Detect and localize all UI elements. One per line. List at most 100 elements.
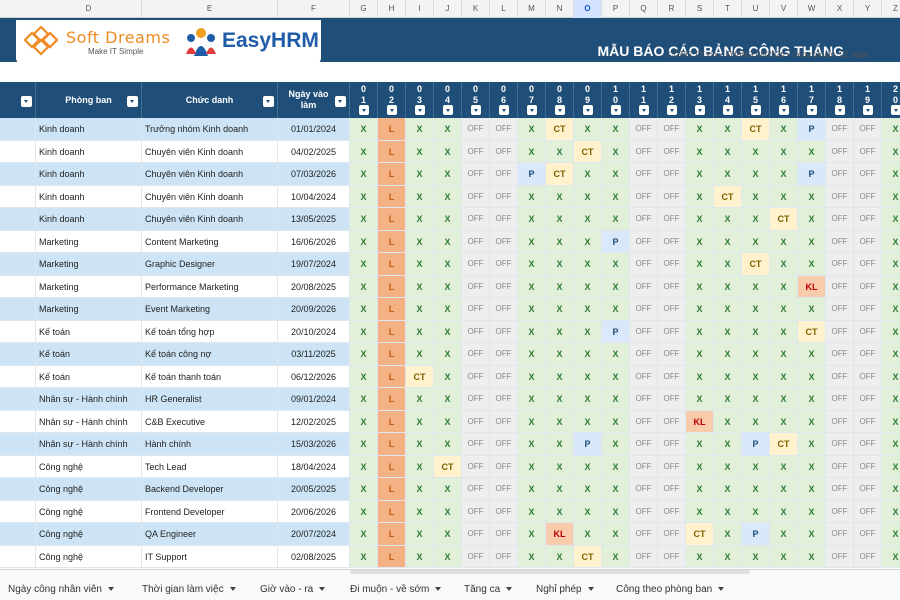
attendance-mark-cell[interactable]: X bbox=[770, 388, 798, 411]
attendance-mark-cell[interactable]: OFF bbox=[854, 388, 882, 411]
attendance-mark-cell[interactable]: OFF bbox=[490, 343, 518, 366]
column-letter[interactable]: Z bbox=[882, 0, 900, 18]
position-cell[interactable]: Tech Lead bbox=[142, 455, 278, 478]
attendance-mark-cell[interactable]: OFF bbox=[658, 365, 686, 388]
sheet-tab[interactable]: Nghỉ phép bbox=[536, 584, 594, 595]
attendance-mark-cell[interactable]: OFF bbox=[490, 365, 518, 388]
attendance-mark-cell[interactable]: OFF bbox=[462, 545, 490, 568]
attendance-mark-cell[interactable]: X bbox=[546, 500, 574, 523]
attendance-mark-cell[interactable]: CT bbox=[770, 433, 798, 456]
attendance-mark-cell[interactable]: X bbox=[882, 140, 900, 163]
attendance-mark-cell[interactable]: X bbox=[546, 433, 574, 456]
column-letter[interactable]: K bbox=[462, 0, 490, 18]
attendance-mark-cell[interactable]: X bbox=[602, 455, 630, 478]
attendance-mark-cell[interactable]: OFF bbox=[826, 433, 854, 456]
attendance-mark-cell[interactable]: OFF bbox=[630, 365, 658, 388]
attendance-mark-cell[interactable]: X bbox=[546, 388, 574, 411]
attendance-mark-cell[interactable]: X bbox=[434, 410, 462, 433]
attendance-mark-cell[interactable]: X bbox=[686, 163, 714, 186]
attendance-mark-cell[interactable]: OFF bbox=[630, 185, 658, 208]
attendance-mark-cell[interactable]: X bbox=[546, 478, 574, 501]
attendance-mark-cell[interactable]: KL bbox=[546, 523, 574, 546]
attendance-mark-cell[interactable]: X bbox=[434, 365, 462, 388]
attendance-mark-cell[interactable]: CT bbox=[714, 185, 742, 208]
attendance-mark-cell[interactable]: X bbox=[602, 163, 630, 186]
attendance-mark-cell[interactable]: X bbox=[770, 118, 798, 141]
sheet-tab[interactable]: Giờ vào - ra bbox=[260, 584, 326, 595]
column-letter[interactable]: H bbox=[378, 0, 406, 18]
attendance-mark-cell[interactable]: X bbox=[686, 253, 714, 276]
attendance-mark-cell[interactable]: X bbox=[742, 478, 770, 501]
filter-dropdown-icon[interactable] bbox=[779, 105, 789, 115]
attendance-mark-cell[interactable]: OFF bbox=[630, 140, 658, 163]
attendance-mark-cell[interactable]: OFF bbox=[826, 545, 854, 568]
attendance-mark-cell[interactable]: X bbox=[770, 253, 798, 276]
attendance-mark-cell[interactable]: X bbox=[714, 545, 742, 568]
start-date-cell[interactable]: 13/05/2025 bbox=[278, 208, 350, 231]
attendance-mark-cell[interactable]: X bbox=[518, 500, 546, 523]
attendance-mark-cell[interactable]: X bbox=[406, 230, 434, 253]
attendance-mark-cell[interactable]: X bbox=[742, 365, 770, 388]
start-date-cell[interactable]: 20/05/2025 bbox=[278, 478, 350, 501]
attendance-mark-cell[interactable]: OFF bbox=[826, 455, 854, 478]
attendance-mark-cell[interactable]: X bbox=[350, 185, 378, 208]
attendance-mark-cell[interactable]: X bbox=[714, 163, 742, 186]
attendance-mark-cell[interactable]: X bbox=[686, 365, 714, 388]
attendance-mark-cell[interactable]: X bbox=[882, 275, 900, 298]
attendance-mark-cell[interactable]: OFF bbox=[630, 320, 658, 343]
attendance-mark-cell[interactable]: OFF bbox=[826, 185, 854, 208]
attendance-mark-cell[interactable]: OFF bbox=[490, 118, 518, 141]
attendance-mark-cell[interactable]: X bbox=[602, 208, 630, 231]
position-cell[interactable]: Kế toán tổng hợp bbox=[142, 320, 278, 343]
attendance-mark-cell[interactable]: X bbox=[742, 343, 770, 366]
attendance-mark-cell[interactable]: L bbox=[378, 140, 406, 163]
attendance-mark-cell[interactable]: X bbox=[742, 140, 770, 163]
attendance-mark-cell[interactable]: OFF bbox=[826, 388, 854, 411]
attendance-mark-cell[interactable]: X bbox=[518, 253, 546, 276]
position-cell[interactable]: QA Engineer bbox=[142, 523, 278, 546]
department-cell[interactable]: Marketing bbox=[36, 275, 142, 298]
column-letter[interactable]: Y bbox=[854, 0, 882, 18]
attendance-mark-cell[interactable]: X bbox=[882, 185, 900, 208]
attendance-mark-cell[interactable]: X bbox=[742, 298, 770, 321]
attendance-mark-cell[interactable]: X bbox=[798, 388, 826, 411]
attendance-mark-cell[interactable]: X bbox=[518, 478, 546, 501]
attendance-mark-cell[interactable]: OFF bbox=[658, 163, 686, 186]
attendance-mark-cell[interactable]: X bbox=[406, 478, 434, 501]
attendance-mark-cell[interactable]: OFF bbox=[826, 343, 854, 366]
attendance-mark-cell[interactable]: X bbox=[602, 298, 630, 321]
start-date-cell[interactable]: 03/11/2025 bbox=[278, 343, 350, 366]
filter-dropdown-icon[interactable] bbox=[639, 105, 649, 115]
caret-down-icon[interactable] bbox=[107, 587, 114, 592]
attendance-mark-cell[interactable]: X bbox=[518, 275, 546, 298]
attendance-mark-cell[interactable]: X bbox=[714, 523, 742, 546]
attendance-mark-cell[interactable]: X bbox=[434, 523, 462, 546]
department-cell[interactable]: Nhân sự - Hành chính bbox=[36, 388, 142, 411]
attendance-mark-cell[interactable]: OFF bbox=[630, 298, 658, 321]
attendance-mark-cell[interactable]: L bbox=[378, 185, 406, 208]
attendance-mark-cell[interactable]: X bbox=[434, 433, 462, 456]
attendance-mark-cell[interactable]: OFF bbox=[658, 343, 686, 366]
attendance-mark-cell[interactable]: X bbox=[686, 500, 714, 523]
row-index-cell[interactable] bbox=[0, 230, 36, 253]
attendance-mark-cell[interactable]: X bbox=[714, 365, 742, 388]
attendance-mark-cell[interactable]: L bbox=[378, 163, 406, 186]
attendance-mark-cell[interactable]: X bbox=[574, 523, 602, 546]
attendance-mark-cell[interactable]: X bbox=[770, 478, 798, 501]
column-letter[interactable]: O bbox=[574, 0, 602, 18]
attendance-mark-cell[interactable]: X bbox=[350, 230, 378, 253]
attendance-mark-cell[interactable]: OFF bbox=[854, 298, 882, 321]
row-index-cell[interactable] bbox=[0, 343, 36, 366]
department-cell[interactable]: Marketing bbox=[36, 253, 142, 276]
attendance-mark-cell[interactable]: X bbox=[798, 523, 826, 546]
attendance-mark-cell[interactable]: OFF bbox=[826, 523, 854, 546]
attendance-mark-cell[interactable]: L bbox=[378, 545, 406, 568]
attendance-mark-cell[interactable]: X bbox=[574, 118, 602, 141]
attendance-mark-cell[interactable]: X bbox=[434, 545, 462, 568]
department-cell[interactable]: Kinh doanh bbox=[36, 163, 142, 186]
position-cell[interactable]: Trưởng nhóm Kinh doanh bbox=[142, 118, 278, 141]
attendance-mark-cell[interactable]: OFF bbox=[826, 320, 854, 343]
